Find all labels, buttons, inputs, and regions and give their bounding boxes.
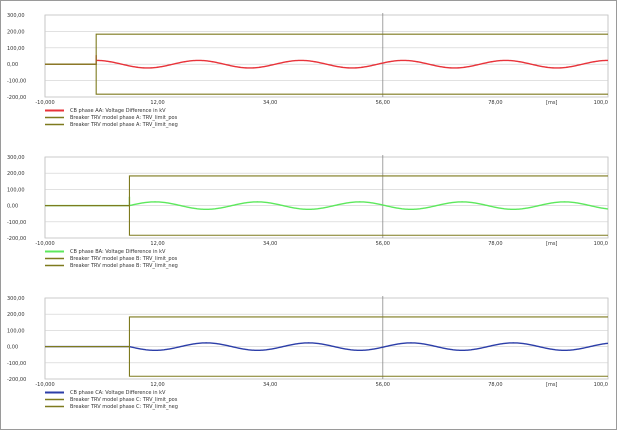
y-tick-label: 200,00: [7, 29, 25, 35]
y-tick-label: 100,00: [7, 187, 25, 193]
x-tick-label: 12,00: [150, 241, 164, 247]
y-tick-label: 200,00: [7, 171, 25, 177]
y-tick-label: 300,00: [7, 296, 25, 302]
legend-label: CB phase AA: Voltage Difference in kV: [70, 108, 166, 114]
x-unit-label: [ms]: [546, 382, 557, 388]
y-tick-label: -100,00: [7, 361, 26, 367]
x-tick-label: 56,00: [376, 100, 390, 106]
legend-label: Breaker TRV model phase B: TRV_limit_pos: [70, 256, 178, 262]
y-tick-label: 200,00: [7, 312, 25, 318]
x-tick-label: 56,00: [376, 241, 390, 247]
x-unit-label: [ms]: [546, 241, 557, 247]
x-tick-label: -10,000: [35, 100, 54, 106]
x-tick-label: 34,00: [263, 100, 277, 106]
legend-label: Breaker TRV model phase A: TRV_limit_neg: [70, 122, 178, 128]
legend-label: CB phase BA: Voltage Difference in kV: [70, 249, 166, 255]
y-tick-label: 300,00: [7, 13, 25, 19]
y-tick-label: 0,00: [7, 62, 18, 68]
chart-panel-1: 300,00 200,00 100,00 0,00 -100,00 -200,00 -10,…: [7, 13, 609, 128]
x-tick-label: 78,00: [488, 382, 502, 388]
chart-panel-3: 300,00 200,00 100,00 0,00 -100,00 -200,00 -10,…: [7, 296, 609, 410]
x-tick-label: 78,00: [488, 241, 502, 247]
plot-area: [44, 14, 609, 98]
series-line: [45, 55, 609, 69]
x-tick-label: 12,00: [150, 382, 164, 388]
x-tick-label: 100,0: [594, 241, 608, 247]
x-tick-label: 56,00: [376, 382, 390, 388]
x-tick-label: 100,0: [594, 100, 608, 106]
y-tick-label: -200,00: [7, 236, 26, 242]
x-tick-label: -10,000: [35, 241, 54, 247]
x-tick-label: 100,0: [594, 382, 608, 388]
series-line: [45, 342, 609, 352]
legend-label: Breaker TRV model phase C: TRV_limit_neg: [70, 404, 178, 410]
y-tick-label: -200,00: [7, 377, 26, 383]
x-tick-label: 12,00: [150, 100, 164, 106]
legend-label: Breaker TRV model phase B: TRV_limit_neg: [70, 263, 178, 269]
x-tick-label: 78,00: [488, 100, 502, 106]
x-unit-label: [ms]: [546, 100, 557, 106]
plot-area: [44, 156, 609, 239]
y-tick-label: 100,00: [7, 328, 25, 334]
y-tick-label: 100,00: [7, 46, 25, 52]
legend-label: Breaker TRV model phase C: TRV_limit_pos: [70, 397, 178, 403]
series-line: [45, 63, 608, 95]
x-tick-label: -10,000: [35, 382, 54, 388]
y-tick-label: 0,00: [7, 345, 18, 351]
y-tick-label: -200,00: [7, 95, 26, 101]
legend-label: Breaker TRV model phase A: TRV_limit_pos: [70, 115, 178, 121]
plot-area: [44, 297, 609, 380]
y-tick-label: -100,00: [7, 220, 26, 226]
y-tick-label: 300,00: [7, 155, 25, 161]
y-tick-label: 0,00: [7, 204, 18, 210]
x-tick-label: 34,00: [263, 382, 277, 388]
series-line: [45, 196, 609, 211]
series-line: [45, 205, 608, 236]
x-tick-label: 34,00: [263, 241, 277, 247]
chart-panel-2: 300,00 200,00 100,00 0,00 -100,00 -200,00 -10,…: [7, 155, 609, 269]
y-tick-label: -100,00: [7, 79, 26, 85]
series-line: [45, 346, 608, 377]
legend-label: CB phase CA: Voltage Difference in kV: [70, 390, 166, 396]
